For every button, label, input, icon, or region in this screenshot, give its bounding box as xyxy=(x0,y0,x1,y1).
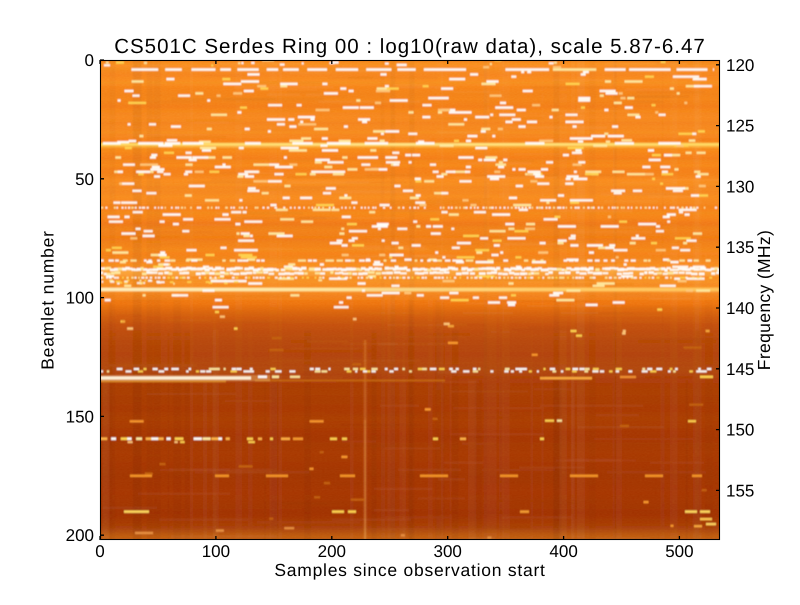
svg-text:120: 120 xyxy=(726,56,754,75)
svg-text:100: 100 xyxy=(202,542,230,561)
svg-text:Beamlet number: Beamlet number xyxy=(38,230,58,370)
svg-text:155: 155 xyxy=(726,481,754,500)
svg-text:135: 135 xyxy=(726,238,754,257)
svg-text:150: 150 xyxy=(726,421,754,440)
svg-text:150: 150 xyxy=(66,407,94,426)
svg-text:0: 0 xyxy=(95,542,104,561)
svg-text:Samples since observation star: Samples since observation start xyxy=(274,560,545,580)
svg-text:145: 145 xyxy=(726,360,754,379)
svg-text:500: 500 xyxy=(665,542,693,561)
svg-text:CS501C Serdes Ring 00 : log10(: CS501C Serdes Ring 00 : log10(raw data),… xyxy=(114,35,706,58)
svg-text:0: 0 xyxy=(85,51,94,70)
svg-text:130: 130 xyxy=(726,177,754,196)
svg-text:300: 300 xyxy=(434,542,462,561)
svg-text:50: 50 xyxy=(75,170,94,189)
svg-text:100: 100 xyxy=(66,289,94,308)
svg-text:Frequency (MHz): Frequency (MHz) xyxy=(754,230,774,370)
svg-text:140: 140 xyxy=(726,299,754,318)
svg-text:400: 400 xyxy=(549,542,577,561)
svg-text:200: 200 xyxy=(318,542,346,561)
svg-text:125: 125 xyxy=(726,117,754,136)
svg-text:200: 200 xyxy=(66,526,94,545)
